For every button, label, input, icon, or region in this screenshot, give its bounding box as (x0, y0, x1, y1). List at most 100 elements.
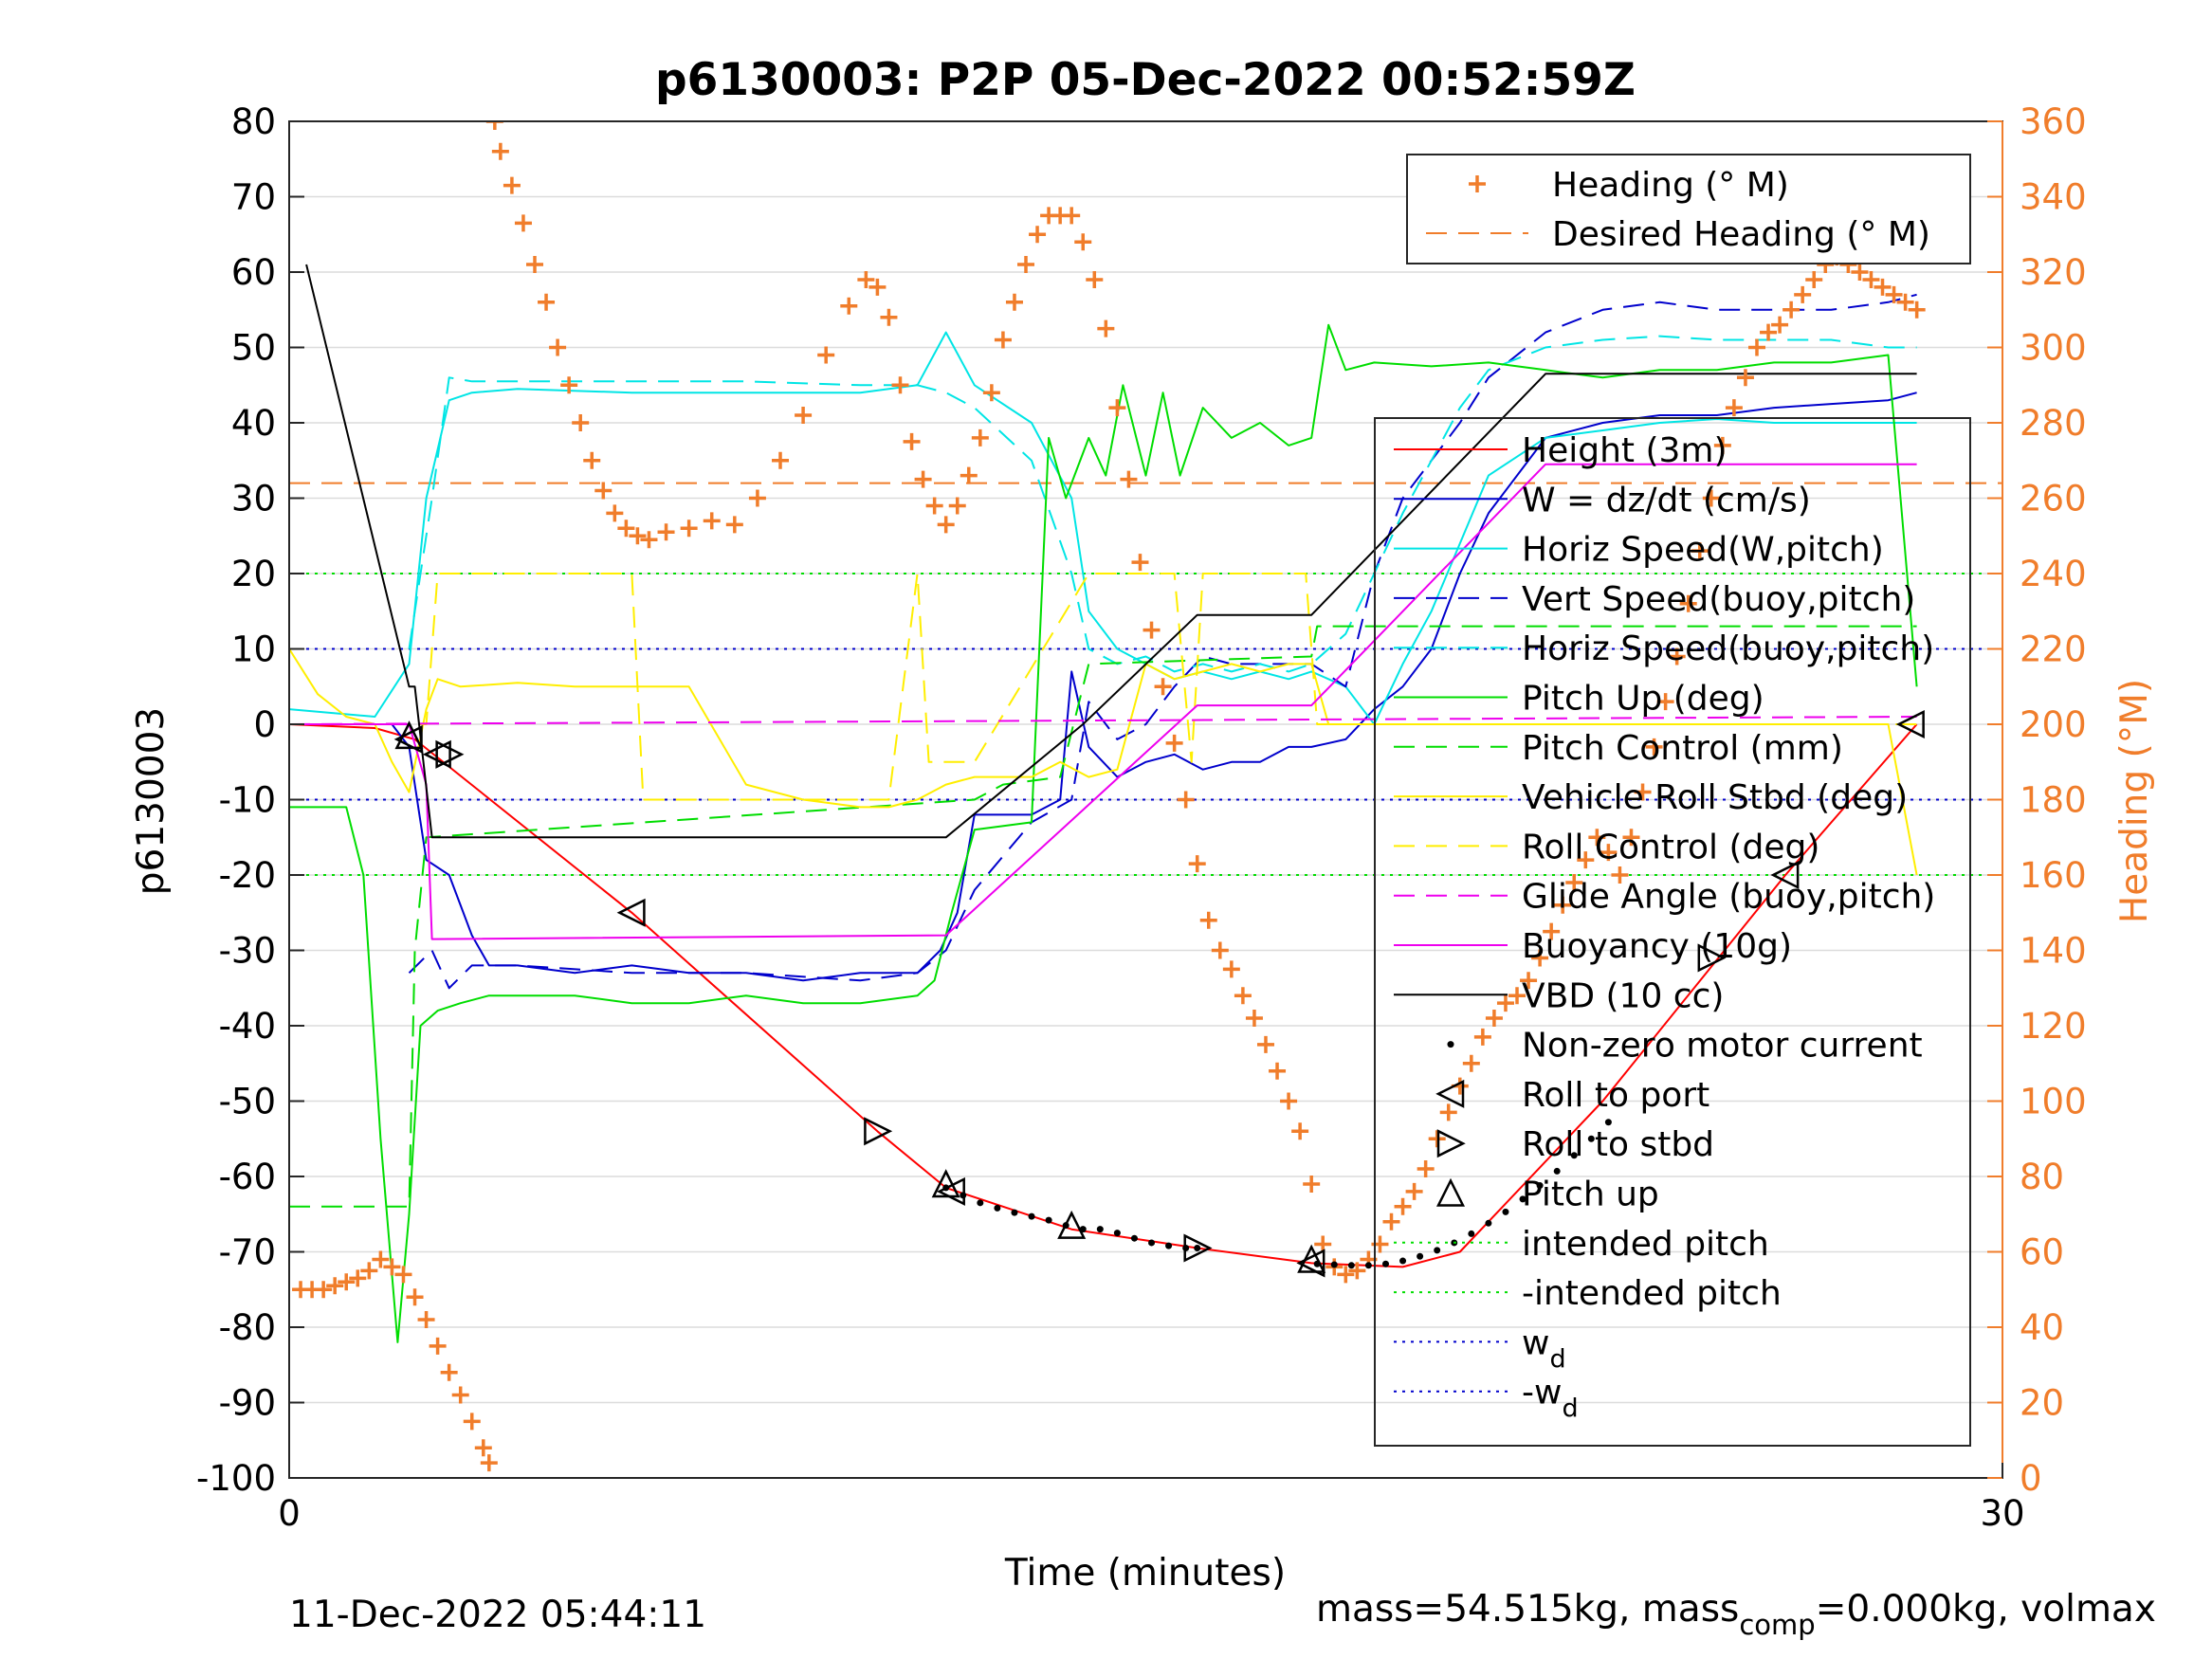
x-axis-label: Time (minutes) (1004, 1552, 1286, 1595)
heading-point (549, 338, 567, 356)
heading-point (1291, 1122, 1309, 1140)
y-tick-label: 30 (231, 479, 276, 520)
heading-point (960, 466, 978, 484)
legend-label-text: Buoyancy (10g) (1522, 927, 1792, 966)
y-tick-label: -30 (219, 931, 276, 972)
y-tick-label: -100 (196, 1458, 276, 1499)
heading-point (451, 1386, 469, 1404)
y-axis-label-right: Heading (°M) (2113, 679, 2156, 923)
legend-label: Pitch up (1522, 1176, 1659, 1214)
series-line (289, 463, 1917, 940)
heading-point (1074, 233, 1092, 251)
heading-point (1222, 960, 1240, 978)
legend-label-text: Roll to port (1522, 1076, 1709, 1115)
y-tick-label: 70 (231, 177, 276, 218)
heading-point (417, 1311, 435, 1329)
motor-current-point (1194, 1245, 1201, 1252)
heading-point (1713, 436, 1731, 454)
legend-label: Roll to port (1522, 1076, 1709, 1115)
pitch-up-marker (394, 720, 424, 750)
y-tick-label: 60 (231, 252, 276, 293)
heading-point (1577, 851, 1595, 869)
heading-point (937, 516, 955, 534)
roll-to-port-marker (1770, 860, 1800, 890)
heading-point (1063, 207, 1081, 225)
heading-point (394, 1266, 412, 1284)
heading-point (914, 470, 932, 488)
y-tick-label: -10 (219, 780, 276, 821)
heading-point (1097, 319, 1115, 337)
y-right-tick-label: 220 (2020, 629, 2087, 670)
legend-label: Buoyancy (10g) (1522, 927, 1792, 966)
motor-current-point (1604, 1119, 1612, 1126)
heading-point (338, 1273, 356, 1291)
heading-point (1165, 734, 1183, 752)
legend-label: Roll to stbd (1522, 1125, 1714, 1164)
heading-point (1622, 829, 1640, 847)
legend-label: wd (1522, 1323, 1566, 1374)
heading-point (606, 504, 624, 522)
motor-current-point (1519, 1195, 1526, 1203)
heading-point (1874, 278, 1892, 296)
heading-point (1862, 270, 1880, 288)
heading-point (1702, 489, 1720, 507)
heading-point (1496, 994, 1514, 1012)
legend-label: VBD (10 cc) (1522, 976, 1724, 1015)
heading-point (1565, 873, 1583, 891)
legend-swatch (1469, 175, 1486, 192)
legend-heading: Heading (° M) Desired Heading (° M) (1406, 154, 1971, 264)
heading-point (772, 451, 790, 469)
heading-point (1120, 470, 1138, 488)
motor-current-point (994, 1204, 1001, 1212)
heading-point (1588, 829, 1606, 847)
y-right-tick-label: 240 (2020, 554, 2087, 594)
heading-point (349, 1269, 367, 1287)
legend-label: Desired Heading (° M) (1552, 215, 1930, 254)
heading-point (572, 414, 590, 431)
heading-point (1851, 264, 1869, 281)
heading-point (1234, 987, 1252, 1005)
roll-to-stbd-marker (864, 1117, 893, 1146)
heading-point (795, 407, 813, 425)
legend-label-text: Glide Angle (buoy,pitch) (1522, 878, 1935, 917)
y-right-tick-label: 320 (2020, 252, 2087, 293)
x-tick-label: 30 (1980, 1493, 2024, 1534)
motor-current-point (1148, 1239, 1156, 1247)
legend-label-sub: d (1549, 1344, 1565, 1374)
legend-label-text: VBD (10 cc) (1522, 976, 1724, 1015)
heading-point (1691, 542, 1709, 560)
heading-point (1428, 1130, 1446, 1148)
heading-point (1439, 1103, 1457, 1121)
legend-label: -wd (1522, 1374, 1579, 1424)
y-right-tick-label: 60 (2020, 1232, 2064, 1273)
legend-label-text: Roll Control (deg) (1522, 828, 1819, 866)
legend-label-text: W = dz/dt (cm/s) (1522, 481, 1811, 520)
series-line (289, 716, 1917, 725)
heading-point (485, 121, 503, 130)
motor-current-point (1347, 1262, 1355, 1269)
heading-point (1405, 1182, 1423, 1200)
heading-point (748, 489, 766, 507)
right-axis-ticks: 3603403203002802602402202001801601401201… (1987, 101, 2087, 1499)
heading-point (1554, 896, 1572, 914)
heading-point (1531, 949, 1549, 967)
y-tick-label: -70 (219, 1232, 276, 1273)
motor-current-point (1045, 1216, 1052, 1224)
heading-point (1348, 1262, 1366, 1280)
legend-label-text: Desired Heading (° M) (1552, 215, 1930, 254)
motor-current-point (1381, 1260, 1389, 1267)
series-line (289, 625, 1917, 1208)
legend-label-text: Pitch Control (mm) (1522, 729, 1843, 768)
heading-point (982, 384, 1000, 402)
legend-label-text: Roll to stbd (1522, 1125, 1714, 1164)
heading-point (868, 278, 887, 296)
series-line (305, 264, 1917, 839)
footer-mass-sub: comp (1739, 1609, 1815, 1641)
heading-point (1782, 301, 1801, 319)
y-tick-label: 80 (231, 101, 276, 142)
y-tick-label: 20 (231, 554, 276, 594)
motor-current-point (1028, 1212, 1035, 1220)
legend-swatch (1436, 1129, 1466, 1158)
heading-point (463, 1413, 481, 1431)
y-right-tick-label: 340 (2020, 177, 2087, 218)
